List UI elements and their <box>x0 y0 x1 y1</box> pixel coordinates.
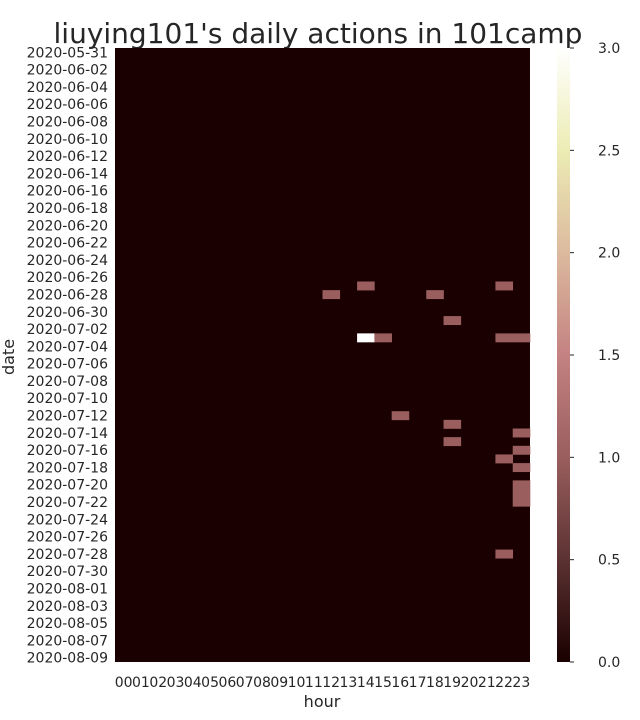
y-tick-label: 2020-07-04 <box>27 339 108 355</box>
x-tick-label: 05 <box>201 675 219 691</box>
x-tick-label: 11 <box>305 675 323 691</box>
x-tick-label: 09 <box>270 675 288 691</box>
x-tick-label: 22 <box>495 675 513 691</box>
y-tick-label: 2020-07-12 <box>27 409 108 425</box>
colorbar <box>557 48 570 662</box>
y-tick-label: 2020-06-04 <box>27 80 108 96</box>
heatmap-cell <box>512 489 531 498</box>
y-tick-label: 2020-06-02 <box>27 63 108 79</box>
heatmap-cell <box>512 497 531 507</box>
y-tick-label: 2020-07-24 <box>27 512 108 528</box>
y-tick-label: 2020-07-20 <box>27 478 108 494</box>
y-tick-label: 2020-07-18 <box>27 460 108 476</box>
y-tick-label: 2020-06-20 <box>27 218 108 234</box>
y-tick-label: 2020-07-06 <box>27 357 108 373</box>
y-tick-label: 2020-07-22 <box>27 495 108 511</box>
y-tick-label: 2020-07-30 <box>27 564 108 580</box>
y-tick-label: 2020-07-26 <box>27 530 108 546</box>
y-tick-label: 2020-06-18 <box>27 201 108 217</box>
heatmap-zero-background <box>115 48 530 662</box>
heatmap-cell <box>357 333 375 343</box>
heatmap-cell <box>426 290 444 300</box>
y-tick-label: 2020-07-16 <box>27 443 108 459</box>
heatmap-cell <box>495 454 514 464</box>
x-tick-label: 14 <box>357 675 375 691</box>
x-tick-label: 17 <box>409 675 427 691</box>
x-axis-label: hour <box>304 692 341 711</box>
x-tick-label: 12 <box>322 675 340 691</box>
colorbar-tick-label: 2.0 <box>598 246 620 262</box>
y-tick-label: 2020-08-01 <box>27 581 108 597</box>
y-tick-label: 2020-05-31 <box>27 45 108 61</box>
y-tick-labels: 2020-05-31 2020-06-022020-06-042020-06-06… <box>27 45 108 666</box>
colorbar-tick-labels: 0.0 0.5 1.0 1.5 2.0 2.5 3.0 <box>570 41 620 671</box>
heatmap-cell <box>443 419 462 429</box>
heatmap-cell <box>512 480 531 490</box>
heatmap-cell <box>495 333 514 343</box>
colorbar-tick-label: 1.0 <box>598 450 620 466</box>
y-tick-label: 2020-06-06 <box>27 97 108 113</box>
x-tick-label: 04 <box>184 675 202 691</box>
x-tick-label: 16 <box>391 675 409 691</box>
y-tick-label: 2020-06-08 <box>27 115 108 131</box>
y-tick-label: 2020-06-10 <box>27 132 108 148</box>
y-tick-label: 2020-08-03 <box>27 599 108 615</box>
y-tick-label: 2020-06-16 <box>27 184 108 200</box>
y-tick-label: 2020-07-28 <box>27 547 108 563</box>
colorbar-tick-label: 0.0 <box>598 655 620 671</box>
y-tick-label: 2020-08-07 <box>27 633 108 649</box>
y-tick-label: 2020-07-02 <box>27 322 108 338</box>
x-tick-labels: 00 01 02 03 04 05 06 07 08 09 10 11 12 13 14 15 16 17 18 19… <box>115 675 531 691</box>
y-tick-label: 2020-08-09 <box>27 651 108 667</box>
x-tick-label: 18 <box>426 675 444 691</box>
x-tick-label: 13 <box>340 675 358 691</box>
x-tick-label: 19 <box>443 675 461 691</box>
colorbar-tick-label: 0.5 <box>598 553 620 569</box>
colorbar-tick-label: 2.5 <box>598 143 620 159</box>
x-tick-label: 06 <box>218 675 236 691</box>
heatmap-cell <box>443 316 462 326</box>
heatmap-cell <box>512 428 531 438</box>
x-tick-label: 03 <box>167 675 185 691</box>
y-tick-label: 2020-06-24 <box>27 253 108 269</box>
y-tick-label: 2020-06-26 <box>27 270 108 286</box>
heatmap-cell <box>357 281 375 291</box>
x-tick-label: 08 <box>253 675 271 691</box>
y-tick-label: 2020-07-08 <box>27 374 108 390</box>
y-axis-label: date <box>0 339 18 375</box>
heatmap-cell <box>512 445 531 455</box>
heatmap-cell <box>512 463 531 473</box>
y-tick-label: 2020-06-12 <box>27 149 108 165</box>
heatmap-cell <box>391 411 410 421</box>
x-tick-label: 10 <box>288 675 306 691</box>
colorbar-tick-label: 1.5 <box>598 348 620 364</box>
colorbar-tick-label: 3.0 <box>598 41 620 57</box>
x-tick-label: 23 <box>512 675 530 691</box>
heatmap-cell <box>374 333 392 343</box>
y-tick-label: 2020-06-28 <box>27 287 108 303</box>
y-tick-label: 2020-06-30 <box>27 305 108 321</box>
y-tick-label: 2020-06-14 <box>27 166 108 182</box>
x-tick-label: 01 <box>132 675 150 691</box>
x-tick-label: 00 <box>115 675 133 691</box>
y-tick-label: 2020-07-10 <box>27 391 108 407</box>
chart-title: liuying101's daily actions in 101camp <box>54 17 583 50</box>
x-tick-label: 20 <box>461 675 479 691</box>
heatmap-cell <box>443 437 462 447</box>
heatmap-grid <box>115 48 531 662</box>
y-tick-label: 2020-08-05 <box>27 616 108 632</box>
x-tick-label: 07 <box>236 675 254 691</box>
heatmap-cell <box>322 290 341 300</box>
y-tick-label: 2020-07-14 <box>27 426 108 442</box>
heatmap-cell <box>512 333 531 343</box>
x-tick-label: 02 <box>149 675 167 691</box>
y-tick-label: 2020-06-22 <box>27 236 108 252</box>
x-tick-label: 15 <box>374 675 392 691</box>
heatmap-cell <box>495 281 514 291</box>
heatmap-cell <box>495 549 514 559</box>
x-tick-label: 21 <box>478 675 496 691</box>
